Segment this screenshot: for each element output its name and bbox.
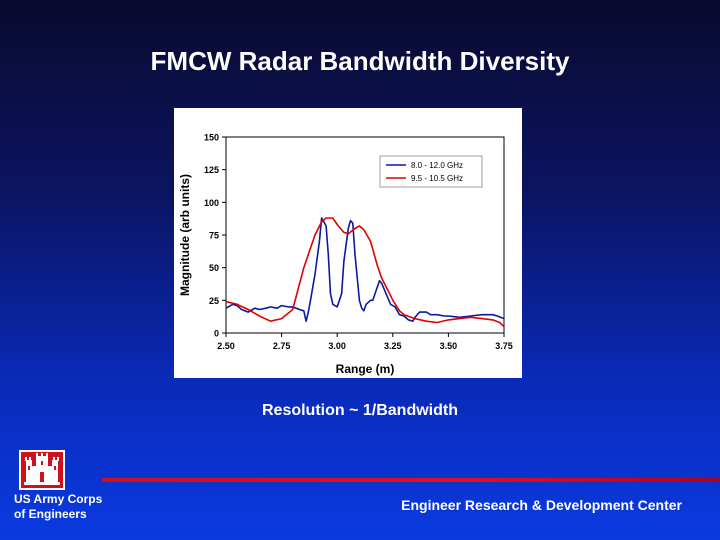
legend-box: [379, 155, 483, 188]
legend-label-1: 8.0 - 12.0 GHz: [411, 161, 463, 170]
y-tick-label: 25: [209, 296, 219, 306]
x-tick-label: 2.75: [273, 341, 291, 351]
series-line-2: [225, 217, 505, 328]
legend-label-2: 9.5 - 10.5 GHz: [411, 174, 463, 183]
chart-panel: 0 25 50 75 100 125 150 2.50 2.75 3.00 3.25 3.50 3.75…: [174, 108, 522, 378]
slide-subtitle: Resolution ~ 1/Bandwidth: [261, 402, 458, 419]
series-line-1: [225, 217, 505, 322]
y-tick-label: 75: [209, 231, 219, 241]
castle-icon: [19, 450, 65, 490]
x-axis-label: Range (m): [336, 362, 395, 376]
x-tick-label: 3.50: [440, 341, 458, 351]
y-axis-label: Magnitude (arb units): [178, 174, 192, 296]
y-tick-label: 0: [214, 329, 219, 339]
y-tick-label: 150: [204, 133, 219, 143]
organization-name: US Army Corps of Engineers: [14, 492, 102, 522]
magnitude-range-chart: 0 25 50 75 100 125 150 2.50 2.75 3.00 3.25 3.50 3.75…: [178, 133, 513, 377]
org-line-2: of Engineers: [14, 507, 87, 521]
footer-divider: [102, 478, 720, 482]
x-tick-label: 3.75: [495, 341, 513, 351]
y-tick-label: 125: [204, 165, 219, 175]
x-tick-label: 3.00: [328, 341, 346, 351]
y-tick-label: 100: [204, 198, 219, 208]
y-tick-label: 50: [209, 263, 219, 273]
center-name: Engineer Research & Development Center: [401, 497, 682, 513]
org-line-1: US Army Corps: [14, 492, 103, 506]
slide-title: FMCW Radar Bandwidth Diversity: [150, 46, 570, 76]
x-tick-label: 3.25: [384, 341, 402, 351]
x-tick-label: 2.50: [217, 341, 235, 351]
